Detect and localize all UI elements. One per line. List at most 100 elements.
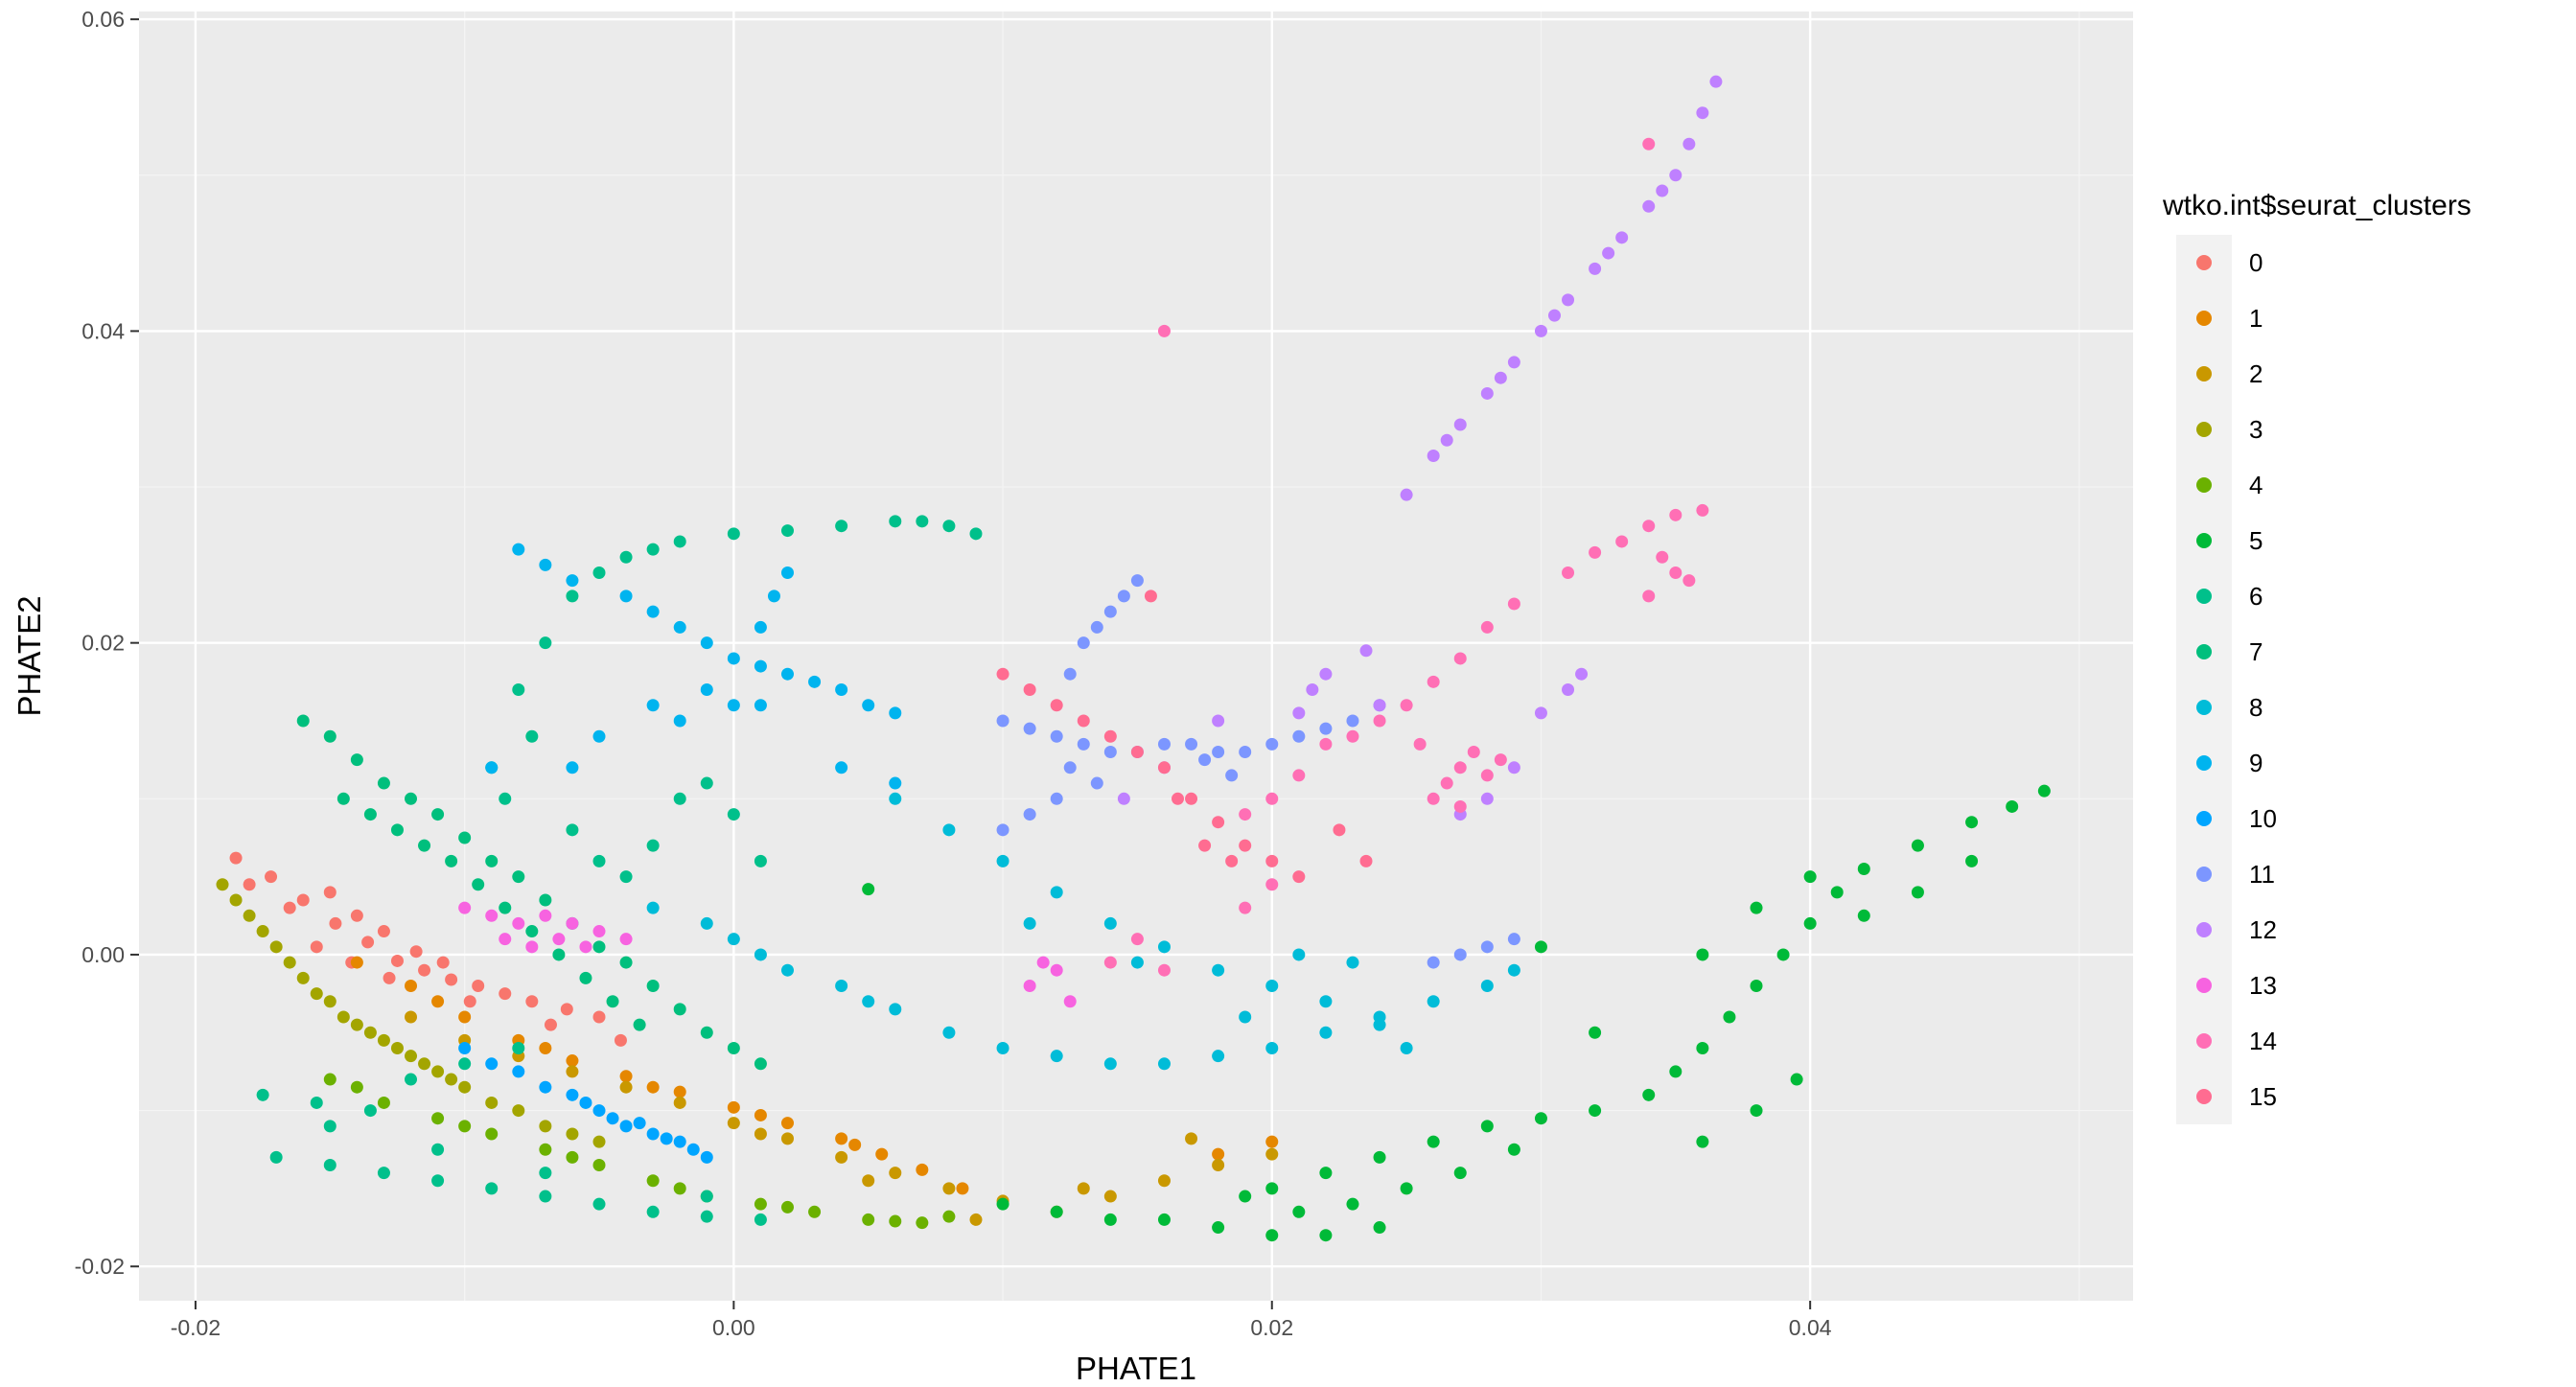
data-point-cluster-11: [1453, 948, 1467, 961]
data-point-cluster-12: [1656, 184, 1669, 197]
data-point-cluster-8: [1050, 1050, 1063, 1063]
data-point-cluster-8: [1427, 995, 1440, 1008]
data-point-cluster-4: [431, 1112, 445, 1125]
data-point-cluster-1: [875, 1147, 889, 1161]
data-point-cluster-6: [754, 854, 767, 867]
data-point-cluster-9: [485, 761, 499, 774]
data-point-cluster-15: [1172, 792, 1185, 805]
data-point-cluster-3: [269, 940, 283, 954]
data-point-cluster-12: [1547, 309, 1561, 322]
data-point-cluster-3: [229, 893, 243, 907]
data-point-cluster-8: [862, 995, 875, 1008]
data-point-cluster-7: [499, 901, 512, 914]
data-point-cluster-6: [700, 1210, 713, 1223]
data-point-cluster-11: [1103, 605, 1117, 618]
x-tick-label: 0.04: [1789, 1315, 1832, 1340]
data-point-cluster-8: [1212, 963, 1225, 977]
data-point-cluster-5: [1480, 1120, 1494, 1133]
data-point-cluster-15: [1157, 761, 1171, 774]
data-point-cluster-9: [835, 682, 848, 696]
data-point-cluster-5: [1050, 1205, 1063, 1218]
data-point-cluster-1: [619, 1070, 633, 1083]
x-axis-title: PHATE1: [1076, 1351, 1196, 1386]
data-point-cluster-6: [673, 792, 686, 805]
legend-key-7: [2196, 644, 2212, 659]
legend-label-2: 2: [2249, 359, 2263, 388]
data-point-cluster-6: [485, 1182, 499, 1195]
data-point-cluster-8: [889, 1003, 902, 1016]
data-point-cluster-0: [463, 995, 476, 1008]
data-point-cluster-6: [727, 808, 740, 821]
data-point-cluster-10: [606, 1112, 619, 1125]
data-point-cluster-11: [1077, 636, 1090, 650]
data-point-cluster-10: [686, 1143, 700, 1156]
y-axis: -0.02 0.00 0.02 0.04 0.06: [75, 7, 139, 1279]
data-point-cluster-11: [1023, 722, 1036, 735]
data-point-cluster-11: [1480, 940, 1494, 954]
data-point-cluster-3: [485, 1096, 499, 1109]
data-point-cluster-5: [1373, 1221, 1386, 1235]
data-point-cluster-6: [377, 1167, 390, 1180]
data-point-cluster-6: [969, 527, 983, 541]
data-point-cluster-9: [512, 543, 525, 556]
data-point-cluster-7: [727, 1042, 740, 1055]
data-point-cluster-6: [646, 1205, 660, 1218]
data-point-cluster-8: [727, 933, 740, 946]
data-point-cluster-0: [592, 1010, 606, 1024]
data-point-cluster-8: [1346, 956, 1359, 969]
data-point-cluster-12: [1534, 706, 1547, 720]
data-point-cluster-12: [1117, 792, 1130, 805]
data-point-cluster-1: [727, 1100, 740, 1114]
data-point-cluster-14: [1683, 574, 1696, 588]
data-point-cluster-1: [1265, 1135, 1279, 1148]
data-point-cluster-9: [592, 729, 606, 743]
data-point-cluster-14: [1157, 963, 1171, 977]
data-point-cluster-8: [1212, 1050, 1225, 1063]
data-point-cluster-12: [1292, 706, 1306, 720]
data-point-cluster-12: [1427, 450, 1440, 463]
data-point-cluster-14: [1642, 137, 1656, 150]
data-point-cluster-13: [539, 909, 552, 922]
data-point-cluster-8: [646, 901, 660, 914]
data-point-cluster-12: [1709, 75, 1723, 88]
data-point-cluster-15: [1212, 816, 1225, 829]
data-point-cluster-6: [889, 515, 902, 528]
data-point-cluster-5: [1534, 940, 1547, 954]
major-gridlines: [139, 12, 2133, 1301]
data-point-cluster-6: [431, 1174, 445, 1188]
data-point-cluster-7: [754, 1057, 767, 1071]
data-point-cluster-4: [646, 1174, 660, 1188]
data-point-cluster-11: [1090, 776, 1103, 790]
data-point-cluster-12: [1400, 488, 1413, 501]
data-point-cluster-5: [1723, 1010, 1736, 1024]
data-point-cluster-7: [363, 808, 377, 821]
data-point-cluster-8: [1130, 956, 1144, 969]
data-point-cluster-11: [996, 823, 1010, 837]
data-point-cluster-0: [350, 909, 363, 922]
data-point-cluster-0: [377, 925, 390, 938]
legend-key-8: [2196, 700, 2212, 715]
data-point-cluster-14: [1453, 761, 1467, 774]
data-point-cluster-5: [1534, 1112, 1547, 1125]
data-point-cluster-10: [660, 1132, 673, 1145]
legend-key-3: [2196, 422, 2212, 437]
data-point-cluster-8: [1050, 886, 1063, 899]
data-point-cluster-14: [1467, 746, 1480, 759]
data-point-cluster-15: [1050, 699, 1063, 712]
data-point-cluster-3: [310, 987, 323, 1001]
data-point-cluster-12: [1602, 246, 1615, 260]
legend-key-13: [2196, 978, 2212, 993]
data-point-cluster-11: [996, 714, 1010, 728]
data-point-cluster-5: [1696, 1135, 1709, 1148]
data-point-cluster-7: [296, 714, 310, 728]
data-point-cluster-15: [1265, 854, 1279, 867]
data-point-cluster-0: [296, 893, 310, 907]
data-point-cluster-3: [296, 971, 310, 984]
data-point-cluster-14: [1453, 652, 1467, 665]
data-point-cluster-10: [646, 1127, 660, 1141]
data-point-cluster-15: [1333, 823, 1346, 837]
data-point-cluster-6: [256, 1088, 269, 1101]
data-point-cluster-7: [377, 776, 390, 790]
data-point-cluster-11: [1427, 956, 1440, 969]
